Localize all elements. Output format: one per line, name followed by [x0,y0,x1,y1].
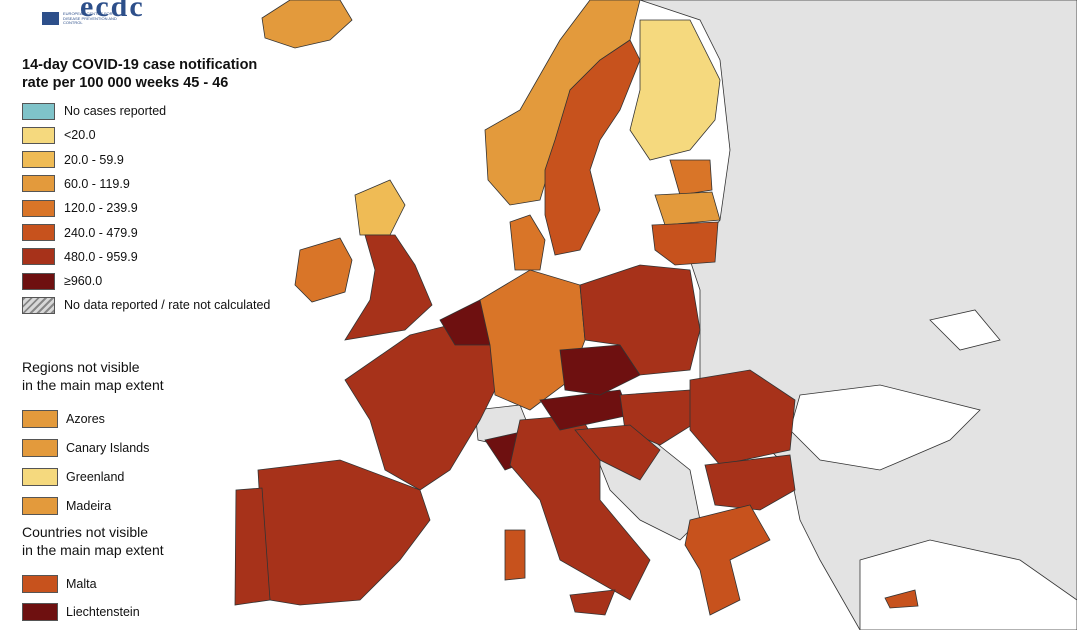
logo-text: ecdc [80,0,145,23]
legend-item: <20.0 [22,126,96,144]
legend-label: 480.0 - 959.9 [64,249,138,264]
croatia-slovenia [574,424,661,481]
legend-label: No cases reported [64,104,167,118]
legend-item: 60.0 - 119.9 [22,175,130,193]
legend-label: Azores [66,412,105,426]
sardinia [504,529,526,581]
legend-item: Malta [22,575,97,593]
regions-heading-line1: Regions not visible [22,359,140,375]
legend-swatch [22,497,58,515]
poland [579,264,701,376]
france [344,324,501,491]
legend-swatch [22,410,58,428]
legend-title-line1: 14-day COVID-19 case notification [22,57,258,73]
latvia [654,191,721,226]
portugal [234,487,271,606]
legend-swatch [22,199,55,217]
greece [684,504,771,616]
legend-item: 120.0 - 239.9 [22,199,138,217]
legend-swatch [22,439,58,457]
legend-swatch [22,296,55,314]
regions-heading-line2: in the main map extent [22,377,164,393]
legend-item: No data reported / rate not calculated [22,296,270,314]
legend-item: 20.0 - 59.9 [22,151,124,169]
legend-item: 240.0 - 479.9 [22,224,138,242]
denmark [509,214,546,271]
sweden [544,39,641,256]
legend-item: Canary Islands [22,439,149,457]
legend-label: 20.0 - 59.9 [64,152,124,167]
ecdc-logo: ecdc [38,0,143,30]
legend-swatch [22,102,55,120]
finland [629,19,721,161]
czechia [559,344,641,396]
legend-swatch [22,248,55,266]
legend-item: Azores [22,410,105,428]
sicily [569,589,616,616]
legend-swatch [22,603,58,621]
countries-heading-line1: Countries not visible [22,524,149,540]
legend-swatch [22,272,55,290]
legend: 14-day COVID-19 case notification rate p… [22,56,322,621]
legend-title-line2: rate per 100 000 weeks 45 - 46 [22,75,229,91]
legend-label: 240.0 - 479.9 [64,225,138,240]
legend-swatch [22,468,58,486]
legend-label: No data reported / rate not calculated [64,298,271,313]
legend-label: <20.0 [64,128,96,143]
lithuania [651,221,719,266]
iceland [261,0,353,49]
romania [689,369,796,466]
scotland [354,179,406,236]
legend-label: ≥960.0 [64,274,103,289]
legend-swatch [22,175,55,193]
ireland [294,237,353,303]
england [344,234,433,341]
legend-item: Madeira [22,497,111,515]
legend-label: Liechtenstein [66,605,140,619]
legend-item: 480.0 - 959.9 [22,248,138,266]
legend-label: Canary Islands [66,441,150,455]
regions-heading: Regions not visible in the main map exte… [22,358,164,394]
legend-item: No cases reported [22,102,166,120]
legend-swatch [22,151,55,169]
legend-swatch [22,126,55,144]
cyprus [884,589,919,609]
legend-label: Greenland [66,470,125,484]
legend-label: Malta [66,577,97,591]
org-name: EUROPEAN CENTRE FOR DISEASE PREVENTION A… [63,11,117,25]
legend-item: ≥960.0 [22,272,102,290]
countries-heading-line2: in the main map extent [22,542,164,558]
legend-item: Liechtenstein [22,603,140,621]
legend-title: 14-day COVID-19 case notification rate p… [22,56,322,92]
legend-swatch [22,224,55,241]
eu-flag-icon [42,12,59,25]
legend-label: Madeira [66,499,112,513]
bulgaria [704,454,796,511]
hungary [619,389,701,446]
legend-label: 60.0 - 119.9 [64,176,130,191]
legend-item: Greenland [22,468,124,486]
legend-label: 120.0 - 239.9 [64,201,138,216]
legend-swatch [22,575,58,593]
countries-heading: Countries not visible in the main map ex… [22,523,164,559]
estonia [669,159,713,196]
